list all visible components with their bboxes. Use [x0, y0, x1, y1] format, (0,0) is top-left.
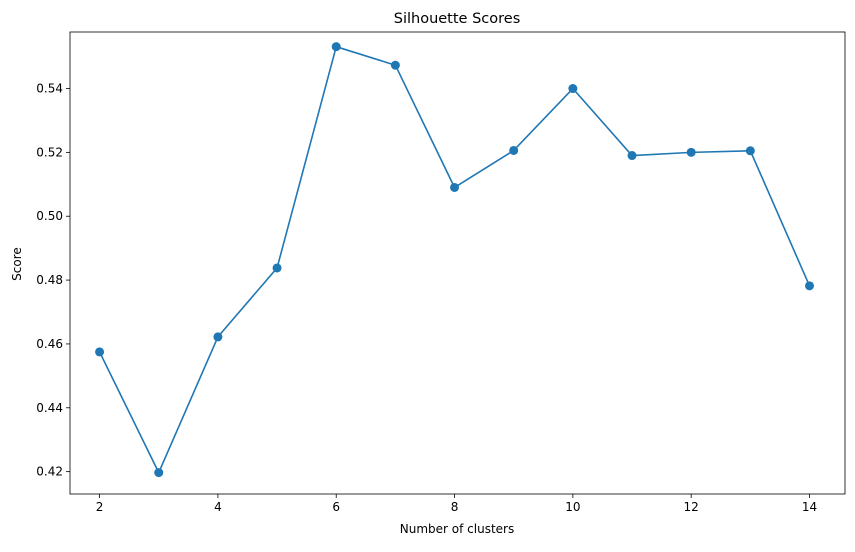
- data-point: [568, 84, 578, 94]
- x-tick-label: 10: [565, 500, 580, 514]
- data-point: [805, 281, 815, 291]
- data-point: [272, 263, 282, 273]
- x-tick-label: 12: [684, 500, 699, 514]
- x-tick-label: 8: [451, 500, 459, 514]
- data-point: [450, 182, 460, 192]
- y-tick-label: 0.46: [36, 337, 63, 351]
- data-point: [509, 145, 519, 155]
- x-tick-label: 14: [802, 500, 817, 514]
- data-point: [686, 147, 696, 157]
- y-tick-label: 0.44: [36, 401, 63, 415]
- y-tick-label: 0.54: [36, 82, 63, 96]
- data-point: [627, 151, 637, 161]
- chart-title: Silhouette Scores: [394, 11, 521, 27]
- y-tick-label: 0.42: [36, 465, 63, 479]
- plot-axes: 2 4 6 8 10 12 14 0.42 0.44 0.46 0.48 0.50 0.52 0.54: [36, 31, 846, 514]
- x-tick-label: 2: [96, 500, 104, 514]
- x-tick-label: 4: [214, 500, 222, 514]
- plot-frame: [69, 31, 846, 495]
- x-axis-label: Number of clusters: [400, 522, 514, 536]
- y-tick-label: 0.50: [36, 209, 63, 223]
- data-point: [745, 146, 755, 156]
- data-point: [213, 332, 223, 342]
- series-layer: [95, 42, 815, 478]
- y-tick-label: 0.48: [36, 273, 63, 287]
- data-point: [390, 60, 400, 70]
- x-tick-label: 6: [332, 500, 340, 514]
- series-line: [98, 45, 811, 474]
- y-axis-label: Score: [10, 247, 24, 281]
- data-point: [95, 347, 105, 357]
- y-tick-label: 0.52: [36, 145, 63, 159]
- data-point: [154, 468, 164, 478]
- data-point: [331, 42, 341, 52]
